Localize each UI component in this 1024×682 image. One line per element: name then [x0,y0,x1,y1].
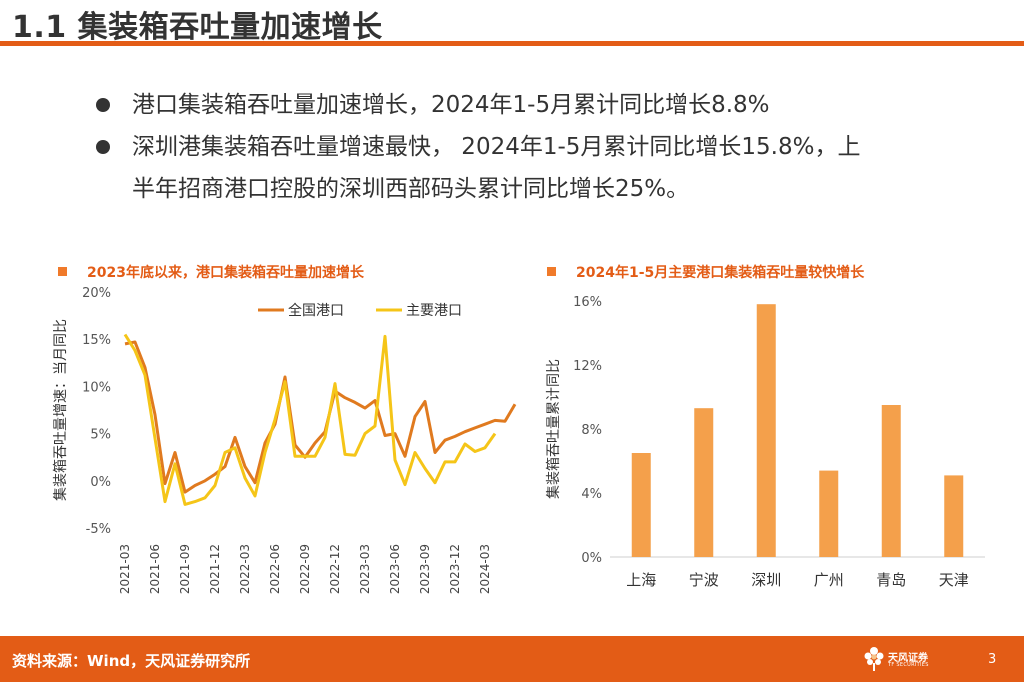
bar-宁波 [694,408,714,557]
line-chart-title-text: 2023年底以来，港口集装箱吞吐量加速增长 [87,265,364,281]
x-tick-label: 2021-09 [178,544,192,594]
square-bullet-icon [547,267,556,276]
bar-上海 [631,453,651,557]
square-bullet-icon [58,267,67,276]
x-tick-label: 2022-12 [328,544,342,594]
x-tick-label: 天津 [939,571,969,589]
y-tick-label: -5% [86,522,111,537]
x-tick-label: 2021-03 [118,544,132,594]
x-tick-label: 2022-06 [268,544,282,594]
y-tick-label: 8% [581,423,602,438]
y-tick-label: 5% [90,428,111,443]
x-tick-label: 上海 [626,571,656,589]
x-tick-label: 2023-12 [448,544,462,594]
x-tick-label: 2021-06 [148,544,162,594]
x-tick-label: 广州 [814,571,844,589]
x-tick-label: 青岛 [876,571,906,589]
bar-天津 [944,475,964,557]
series-line-major [123,333,497,506]
y-axis-label: 集装箱吞吐量增速：当月同比 [52,319,69,501]
brand-logo: 天风证券 TF SECURITIES [862,644,942,674]
brand-subtitle: TF SECURITIES [888,662,929,668]
bullet-text-continued: 半年招商港口控股的深圳西部码头累计同比增长25%。 [132,176,690,202]
page-number: 3 [988,652,997,667]
y-tick-label: 16% [573,295,602,310]
bullet-list: 港口集装箱吞吐量加速增长，2024年1-5月累计同比增长8.8% 深圳港集装箱吞… [92,84,972,210]
x-tick-label: 2023-06 [388,544,402,594]
y-tick-label: 0% [581,551,602,566]
y-tick-label: 15% [82,333,111,348]
legend-label: 全国港口 [288,302,344,319]
x-tick-label: 2023-09 [418,544,432,594]
source-note: 资料来源：Wind，天风证券研究所 [12,652,251,670]
x-tick-label: 2022-03 [238,544,252,594]
y-tick-label: 4% [581,487,602,502]
y-axis-label: 集装箱吞吐量累计同比 [545,359,562,499]
x-tick-label: 2021-12 [208,544,222,594]
page-title: 1.1 集装箱吞吐量加速增长 [12,10,383,45]
bar-广州 [819,470,839,557]
y-tick-label: 10% [82,380,111,395]
series-line-national [124,340,517,494]
bullet-text: 港口集装箱吞吐量加速增长，2024年1-5月累计同比增长8.8% [132,92,770,118]
footer-bar: 资料来源：Wind，天风证券研究所 天风证券 TF SECURITIES 3 [0,636,1024,682]
line-chart: -5% 0% 5% 10% 15% 20% 2021-03 2021-06 2021-09 202… [52,286,517,594]
y-tick-label: 12% [573,359,602,374]
bullet-dot-icon [96,98,110,112]
y-tick-label: 20% [82,286,111,301]
x-tick-label: 2022-09 [298,544,312,594]
bar-chart-title: 2024年1-5月主要港口集装箱吞吐量较快增长 [547,262,864,282]
bullet-dot-icon [96,140,110,154]
bullet-item: 深圳港集装箱吞吐量增速最快， 2024年1-5月累计同比增长15.8%，上 半年… [92,126,972,210]
x-tick-label: 2024-03 [478,544,492,594]
x-tick-label: 宁波 [689,571,719,589]
brand-name: 天风证券 [888,653,928,664]
legend-label: 主要港口 [406,303,462,319]
flower-logo-icon [864,647,884,671]
bullet-item: 港口集装箱吞吐量加速增长，2024年1-5月累计同比增长8.8% [92,84,972,126]
bullet-text: 深圳港集装箱吞吐量增速最快， 2024年1-5月累计同比增长15.8%，上 [132,134,861,160]
line-chart-title: 2023年底以来，港口集装箱吞吐量加速增长 [58,262,364,282]
x-tick-label: 2023-03 [358,544,372,594]
x-tick-label: 深圳 [751,571,781,589]
bar-青岛 [881,405,901,557]
bar-chart-title-text: 2024年1-5月主要港口集装箱吞吐量较快增长 [576,265,865,281]
y-tick-label: 0% [90,475,111,490]
title-underline [0,41,1024,46]
bar-深圳 [756,304,776,557]
